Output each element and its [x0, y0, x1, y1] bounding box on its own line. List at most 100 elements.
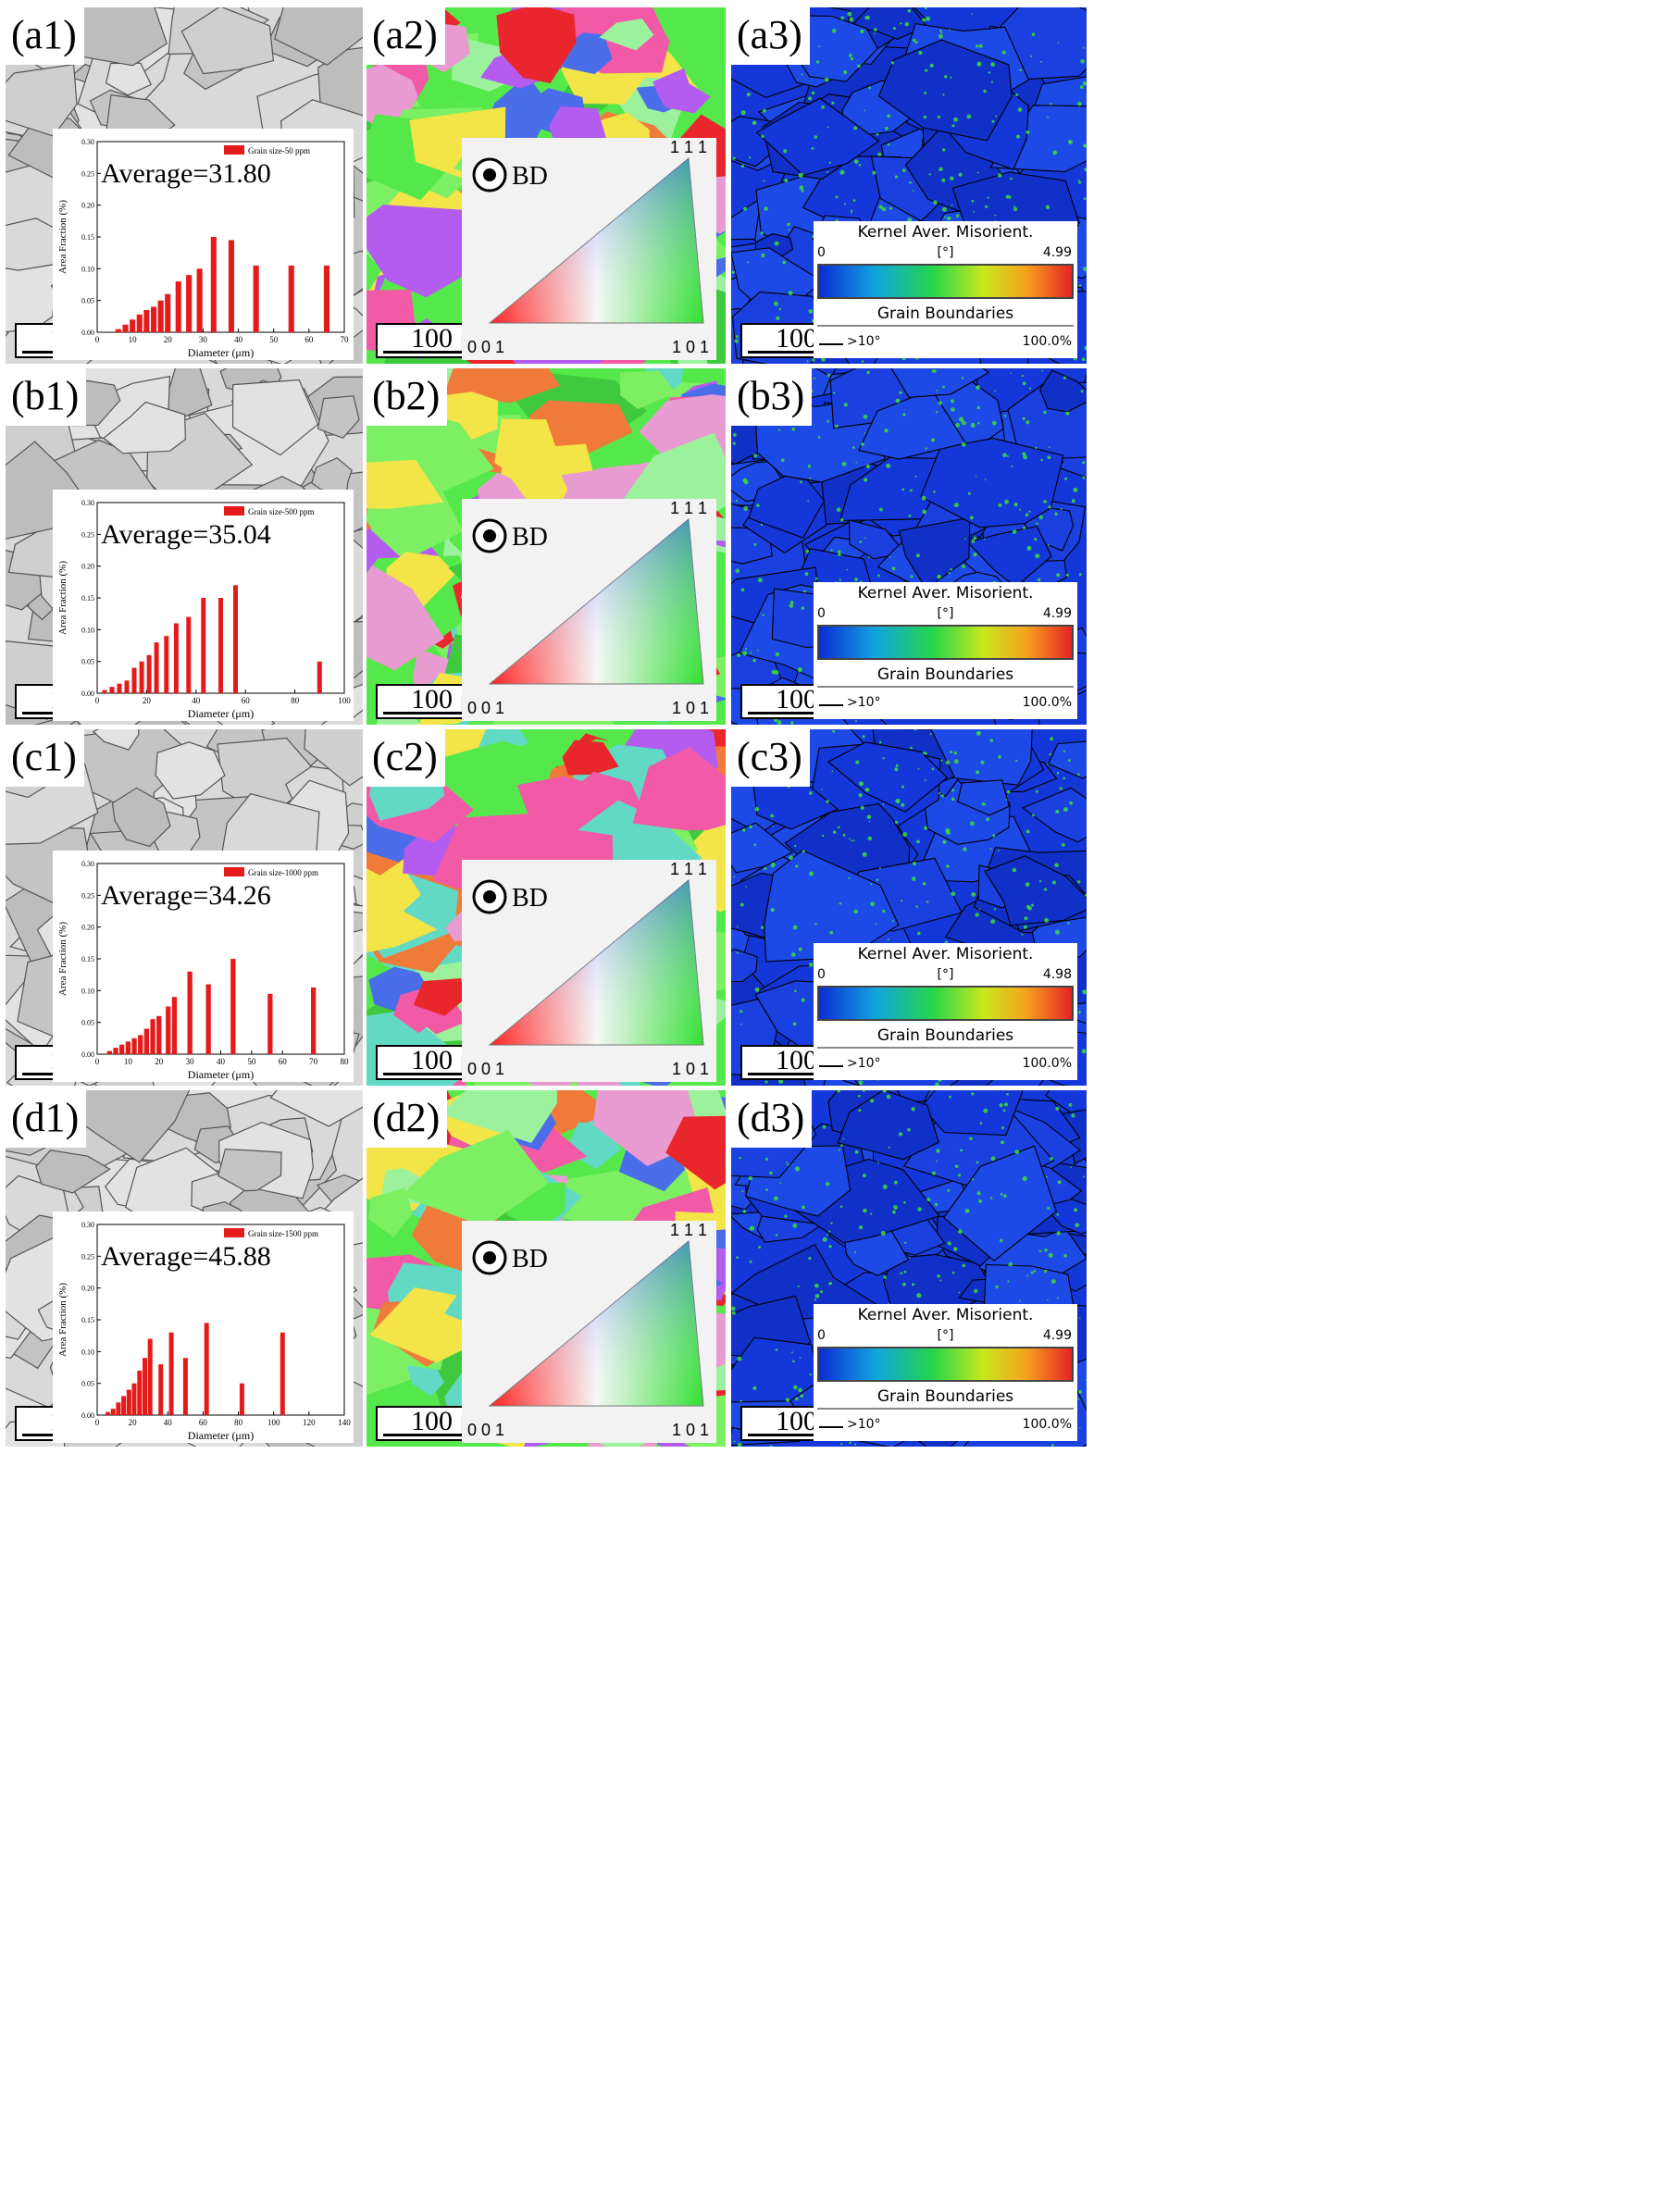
y-axis-label: Area Fraction (%)	[57, 922, 68, 996]
legend-divider	[817, 325, 1074, 327]
kam-highlight	[862, 851, 867, 857]
kam-highlight	[825, 78, 829, 82]
kam-highlight	[903, 1270, 907, 1274]
kam-highlight	[799, 1357, 802, 1359]
kam-highlight	[753, 454, 757, 458]
scale-bar-line	[383, 1073, 524, 1075]
kam-highlight	[1043, 888, 1048, 891]
kam-highlight	[828, 1245, 832, 1249]
kam-highlight	[851, 211, 852, 214]
kam-highlight	[901, 785, 904, 789]
kam-highlight	[1064, 477, 1068, 480]
y-tick-label: 0.20	[81, 563, 94, 571]
kam-highlight	[1001, 50, 1006, 55]
kam-highlight	[878, 205, 883, 209]
kam-highlight	[1035, 553, 1040, 559]
kam-highlight	[911, 1107, 915, 1112]
x-tick-label: 80	[234, 1418, 242, 1427]
kam-legend: Kernel Aver. Misorient. 0 [°] 4.99 Grain Bou…	[814, 221, 1077, 358]
kam-highlight	[989, 739, 994, 742]
kam-highlight	[953, 117, 958, 122]
kam-highlight	[850, 209, 853, 213]
kam-highlight	[813, 377, 815, 379]
kam-highlight	[971, 540, 976, 543]
kam-highlight	[789, 603, 794, 608]
kam-highlight	[978, 1199, 983, 1203]
kam-highlight	[990, 1156, 996, 1162]
ipf-legend: BD 0 0 1 1 0 1 1 1 1	[462, 138, 716, 360]
histogram-bar	[156, 1015, 162, 1054]
legend-label: Grain size-1000 ppm	[248, 868, 318, 877]
kam-highlight	[973, 553, 977, 557]
y-tick-label: 0.00	[81, 690, 94, 698]
kam-highlight	[907, 1127, 911, 1132]
histogram-bar	[280, 1332, 285, 1415]
histogram-bar	[182, 1358, 188, 1415]
kam-highlight	[1047, 543, 1050, 546]
kam-highlight	[791, 1351, 793, 1354]
kam-highlight	[1047, 116, 1050, 118]
kam-highlight	[808, 791, 813, 795]
kam-highlight	[976, 171, 979, 174]
boundary-percent: 100.0%	[1022, 695, 1072, 710]
kam-panel-c: (c3)100 μmKernel Aver. Misorient.0[°]4.9…	[731, 729, 1087, 1086]
kam-highlight	[1060, 508, 1063, 511]
kam-highlight	[1074, 1208, 1078, 1212]
kam-highlight	[814, 1299, 816, 1301]
kam-highlight	[978, 908, 981, 911]
kam-highlight	[764, 206, 768, 211]
kam-highlight	[1056, 1231, 1061, 1236]
y-tick-label: 0.00	[81, 329, 94, 337]
kam-highlight	[838, 1149, 840, 1151]
kam-map	[731, 368, 1087, 725]
legend-swatch	[224, 506, 244, 516]
panel-label: (a2)	[367, 7, 445, 65]
kam-highlight	[895, 398, 901, 404]
kam-highlight	[940, 759, 943, 762]
histogram-bar	[171, 997, 178, 1054]
histogram-bar	[154, 642, 159, 693]
histogram-bar	[186, 616, 192, 693]
x-axis-label: Diameter (μm)	[188, 707, 254, 720]
kam-highlight	[900, 22, 902, 25]
kam-highlight	[794, 1166, 801, 1172]
kam-highlight	[977, 421, 980, 425]
kam-highlight	[777, 429, 781, 431]
kam-highlight	[831, 101, 835, 105]
x-tick-label: 40	[234, 335, 242, 344]
kam-highlight	[870, 1212, 873, 1215]
kam-highlight	[1048, 505, 1051, 509]
kam-highlight	[1001, 1140, 1004, 1145]
kam-highlight	[839, 169, 845, 175]
kam-highlight	[837, 1090, 840, 1093]
y-tick-label: 0.30	[81, 138, 94, 146]
kam-highlight	[737, 652, 741, 657]
kam-highlight	[838, 550, 841, 553]
kam-highlight	[1026, 545, 1032, 551]
y-tick-label: 0.15	[81, 594, 94, 603]
kam-highlight	[1002, 1109, 1006, 1112]
kam-highlight	[862, 1090, 865, 1092]
y-tick-label: 0.10	[81, 1348, 94, 1356]
panel-label: (c2)	[367, 729, 445, 787]
kam-highlight	[991, 119, 995, 123]
y-tick-label: 0.05	[81, 297, 94, 305]
kam-highlight	[757, 649, 759, 652]
kam-highlight	[1019, 508, 1022, 511]
x-tick-label: 50	[269, 335, 279, 344]
kam-highlight	[1015, 93, 1019, 96]
kam-highlight	[1030, 1271, 1034, 1274]
histogram-bar	[117, 683, 122, 693]
kam-highlight	[882, 206, 887, 212]
kam-highlight	[950, 751, 952, 753]
kam-highlight	[843, 70, 848, 74]
kam-highlight	[743, 506, 749, 511]
y-tick-label: 0.15	[81, 233, 94, 242]
kam-highlight	[735, 500, 738, 503]
legend-swatch	[224, 145, 244, 155]
kam-highlight	[777, 720, 782, 725]
kam-highlight	[915, 553, 920, 558]
ipf-legend: BD 0 0 1 1 0 1 1 1 1	[462, 499, 716, 721]
kam-highlight	[1050, 737, 1054, 741]
average-annotation: Average=45.88	[101, 1241, 271, 1272]
